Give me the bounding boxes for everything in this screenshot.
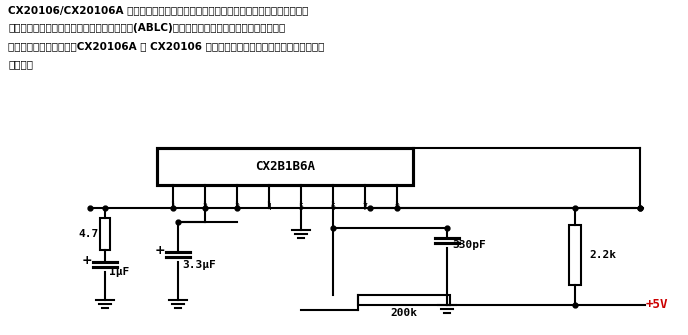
Text: 1μF: 1μF xyxy=(109,267,129,277)
Text: 5: 5 xyxy=(299,203,303,212)
Text: 2.2k: 2.2k xyxy=(589,250,616,260)
Text: 3.3μF: 3.3μF xyxy=(182,260,216,270)
Text: 8: 8 xyxy=(394,203,400,212)
Bar xyxy=(100,218,110,250)
Text: 4.7: 4.7 xyxy=(79,229,99,239)
Text: CX20106/CX20106A 是红外线遥控接收前置放大双极型集成电路，适用于电视机等。内: CX20106/CX20106A 是红外线遥控接收前置放大双极型集成电路，适用于… xyxy=(8,5,308,15)
Text: 部电路由前置放大器、自动偏置电平控制电路(ABLC)、限幅放大器、带通滤波器、峰小检波器: 部电路由前置放大器、自动偏置电平控制电路(ABLC)、限幅放大器、带通滤波器、峰… xyxy=(8,23,286,33)
Text: +: + xyxy=(155,244,165,257)
Text: 330pF: 330pF xyxy=(452,241,486,251)
Text: 4: 4 xyxy=(266,203,272,212)
Bar xyxy=(358,295,450,305)
Text: +5V: +5V xyxy=(646,298,669,312)
Text: CX2B1B6A: CX2B1B6A xyxy=(255,160,315,173)
Text: 200k: 200k xyxy=(391,308,418,318)
Text: 和波形整形电路等组成。CX20106A 是 CX20106 的改进型，二者之间的主要差别在于电参数: 和波形整形电路等组成。CX20106A 是 CX20106 的改进型，二者之间的… xyxy=(8,41,324,51)
Bar xyxy=(157,148,413,185)
Text: 2: 2 xyxy=(202,203,208,212)
Text: 1: 1 xyxy=(171,203,175,212)
Text: 略有不同: 略有不同 xyxy=(8,59,33,69)
Text: 7: 7 xyxy=(363,203,367,212)
Text: +: + xyxy=(82,254,92,267)
Text: 3: 3 xyxy=(235,203,239,212)
Text: 6: 6 xyxy=(330,203,336,212)
Bar xyxy=(569,225,581,285)
